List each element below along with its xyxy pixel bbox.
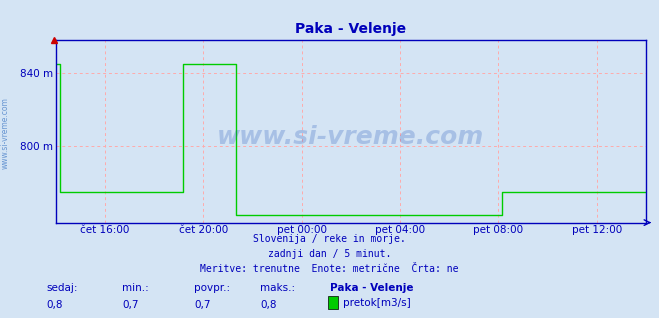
- Text: www.si-vreme.com: www.si-vreme.com: [217, 125, 484, 149]
- Text: sedaj:: sedaj:: [46, 283, 78, 293]
- Text: Paka - Velenje: Paka - Velenje: [330, 283, 413, 293]
- Text: zadnji dan / 5 minut.: zadnji dan / 5 minut.: [268, 249, 391, 259]
- Text: 0,7: 0,7: [122, 301, 138, 310]
- Text: 0,8: 0,8: [260, 301, 277, 310]
- Title: Paka - Velenje: Paka - Velenje: [295, 22, 407, 36]
- Text: pretok[m3/s]: pretok[m3/s]: [343, 299, 411, 308]
- Text: Slovenija / reke in morje.: Slovenija / reke in morje.: [253, 234, 406, 244]
- Text: Meritve: trenutne  Enote: metrične  Črta: ne: Meritve: trenutne Enote: metrične Črta: …: [200, 264, 459, 274]
- Text: min.:: min.:: [122, 283, 149, 293]
- Text: maks.:: maks.:: [260, 283, 295, 293]
- Text: 0,8: 0,8: [46, 301, 63, 310]
- Text: 0,7: 0,7: [194, 301, 211, 310]
- Bar: [328, 296, 338, 308]
- Text: www.si-vreme.com: www.si-vreme.com: [1, 98, 10, 169]
- Text: povpr.:: povpr.:: [194, 283, 231, 293]
